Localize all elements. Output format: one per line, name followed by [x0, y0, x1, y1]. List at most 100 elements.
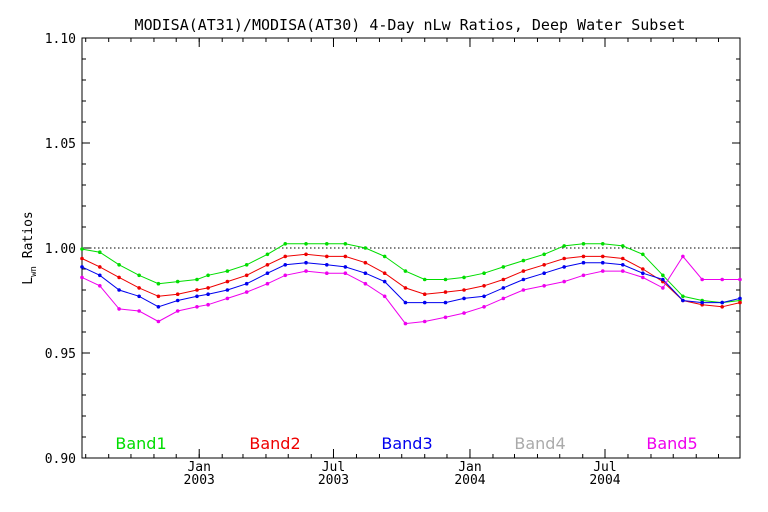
- x-tick-label-year: 2004: [454, 473, 485, 488]
- data-point-band3: [117, 288, 121, 292]
- y-axis-label: Lwn Ratios: [21, 211, 39, 284]
- data-point-band3: [681, 298, 685, 303]
- data-point-band3: [98, 273, 102, 278]
- data-point-band5: [641, 275, 645, 280]
- data-point-band1: [443, 277, 448, 282]
- data-point-band3: [363, 271, 368, 276]
- data-point-band5: [382, 294, 387, 299]
- data-point-band2: [462, 288, 466, 292]
- data-point-band3: [156, 305, 161, 309]
- data-point-band1: [195, 277, 199, 282]
- data-point-band3: [403, 300, 408, 305]
- data-point-band5: [620, 269, 625, 273]
- x-tick-label-month: Jan: [458, 460, 481, 475]
- y-axis-label-subscript: wn: [29, 266, 39, 277]
- data-point-band5: [175, 309, 180, 313]
- legend: Band1 Band2 Band3 Band4 Band5: [115, 434, 697, 453]
- data-point-band1: [661, 273, 665, 278]
- data-point-band3: [325, 263, 329, 267]
- data-point-band1: [462, 275, 466, 280]
- data-point-band5: [225, 296, 230, 301]
- data-point-band5: [117, 307, 121, 311]
- data-point-band5: [482, 305, 486, 309]
- data-point-band1: [620, 244, 625, 248]
- legend-item-band1: Band1: [115, 434, 166, 453]
- data-point-band1: [244, 263, 249, 267]
- y-tick-label: 1.10: [45, 32, 76, 47]
- data-point-band3: [225, 288, 230, 292]
- data-point-band3: [422, 300, 427, 305]
- data-point-band1: [422, 277, 427, 282]
- legend-item-band4: Band4: [514, 434, 565, 453]
- data-point-band3: [283, 263, 288, 267]
- data-point-band5: [283, 273, 288, 278]
- data-point-band2: [620, 256, 625, 261]
- data-point-band2: [244, 273, 249, 278]
- data-point-band3: [443, 300, 448, 305]
- data-point-band1: [482, 271, 486, 276]
- data-point-band5: [244, 290, 249, 294]
- data-point-band2: [117, 275, 121, 280]
- data-point-band5: [98, 284, 102, 288]
- series-line-band2: [81, 253, 741, 308]
- data-point-band2: [720, 305, 724, 309]
- data-point-band3: [343, 265, 348, 269]
- x-tick-label-year: 2004: [589, 473, 620, 488]
- data-point-band3: [175, 298, 180, 303]
- data-point-band5: [443, 315, 448, 320]
- data-point-band2: [600, 254, 605, 259]
- data-point-band2: [501, 277, 506, 282]
- data-point-band5: [325, 271, 329, 276]
- svg-text:Lwn Ratios: Lwn Ratios: [21, 211, 39, 284]
- data-point-band1: [325, 242, 329, 246]
- data-point-band5: [562, 279, 566, 284]
- data-point-band5: [501, 296, 506, 301]
- x-tick-label-month: Jan: [187, 460, 210, 475]
- y-tick-label: 0.90: [45, 452, 76, 467]
- data-point-band1: [382, 254, 387, 259]
- data-point-band1: [265, 252, 270, 257]
- data-point-band2: [403, 286, 408, 290]
- data-point-band3: [382, 279, 387, 284]
- data-point-band3: [661, 277, 665, 282]
- data-point-band1: [501, 265, 506, 269]
- data-point-band2: [343, 254, 348, 259]
- data-point-band1: [80, 247, 84, 251]
- data-point-band1: [304, 242, 308, 246]
- data-point-band2: [363, 260, 368, 265]
- data-point-band1: [283, 242, 288, 246]
- data-point-band3: [581, 260, 586, 265]
- data-point-band3: [738, 296, 742, 301]
- data-point-band2: [482, 284, 486, 288]
- data-point-band3: [80, 265, 84, 269]
- data-point-band5: [542, 284, 546, 288]
- data-point-band2: [443, 290, 448, 294]
- data-point-band5: [137, 309, 141, 313]
- data-point-band1: [156, 281, 161, 286]
- data-point-band5: [343, 271, 348, 276]
- legend-item-band3: Band3: [381, 434, 432, 453]
- x-tick-label-month: Jul: [593, 460, 616, 475]
- data-point-band2: [641, 267, 645, 271]
- data-point-band3: [641, 271, 645, 276]
- y-tick-label: 1.00: [45, 242, 76, 257]
- data-point-band3: [195, 294, 199, 299]
- data-point-band2: [422, 292, 427, 297]
- data-point-band2: [562, 256, 566, 261]
- data-point-band2: [156, 294, 161, 299]
- x-tick-label-month: Jul: [322, 460, 345, 475]
- data-point-band1: [117, 263, 121, 267]
- data-point-band1: [521, 258, 526, 263]
- data-point-band2: [325, 254, 329, 259]
- data-point-band1: [206, 273, 210, 278]
- data-point-band5: [720, 277, 724, 282]
- data-point-band5: [661, 286, 665, 290]
- plot-area: 0.900.951.001.051.10Jan2003Jul2003Jan200…: [45, 32, 742, 488]
- data-point-band2: [304, 252, 308, 257]
- data-point-band5: [156, 319, 161, 324]
- data-point-band5: [304, 269, 308, 273]
- data-point-band1: [175, 279, 180, 284]
- data-point-band3: [482, 294, 486, 299]
- legend-item-band2: Band2: [249, 434, 300, 453]
